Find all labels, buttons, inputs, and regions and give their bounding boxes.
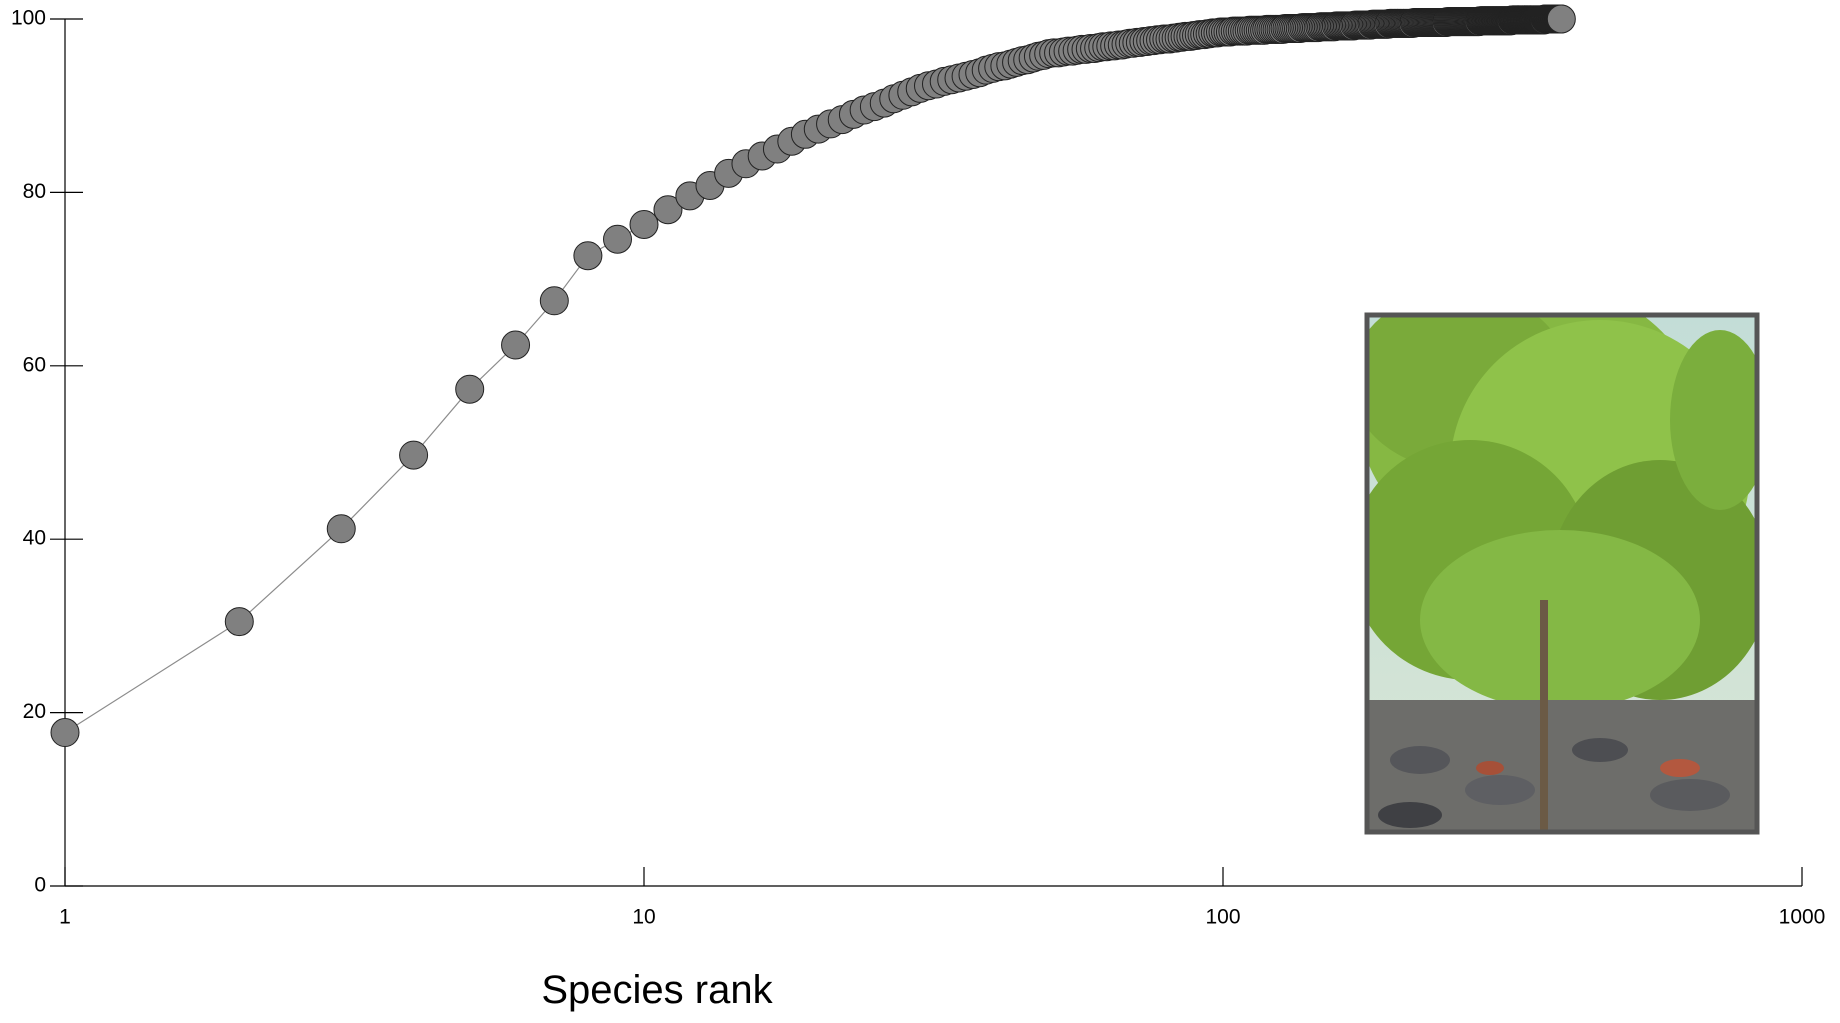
y-tick-label: 60 xyxy=(23,353,46,376)
data-point xyxy=(540,287,568,315)
data-point xyxy=(51,719,79,747)
data-point xyxy=(327,515,355,543)
x-tick-label: 100 xyxy=(1205,906,1240,929)
data-point xyxy=(1547,5,1575,33)
data-point xyxy=(400,441,428,469)
x-tick-label: 1000 xyxy=(1779,906,1826,929)
y-tick-label: 0 xyxy=(34,874,46,897)
data-point xyxy=(225,608,253,636)
data-point xyxy=(574,242,602,270)
y-tick-label: 80 xyxy=(23,180,46,203)
inset-photo xyxy=(1350,280,1770,832)
y-tick-label: 20 xyxy=(23,700,46,723)
x-axis-label: Species rank xyxy=(541,968,773,1012)
data-point xyxy=(502,331,530,359)
data-point xyxy=(604,225,632,253)
chart: 0 20 40 60 80 100 1 10 100 1000 Species rank xyxy=(0,0,1840,1023)
x-tick-label: 10 xyxy=(632,906,655,929)
x-tick-label: 1 xyxy=(59,906,71,929)
y-tick-label: 100 xyxy=(11,7,46,30)
data-point xyxy=(630,210,658,238)
page: {"chart_data": {"type": "scatter", "xlab… xyxy=(0,0,1840,1023)
marks xyxy=(51,5,1575,747)
data-point xyxy=(456,375,484,403)
y-tick-label: 40 xyxy=(23,527,46,550)
